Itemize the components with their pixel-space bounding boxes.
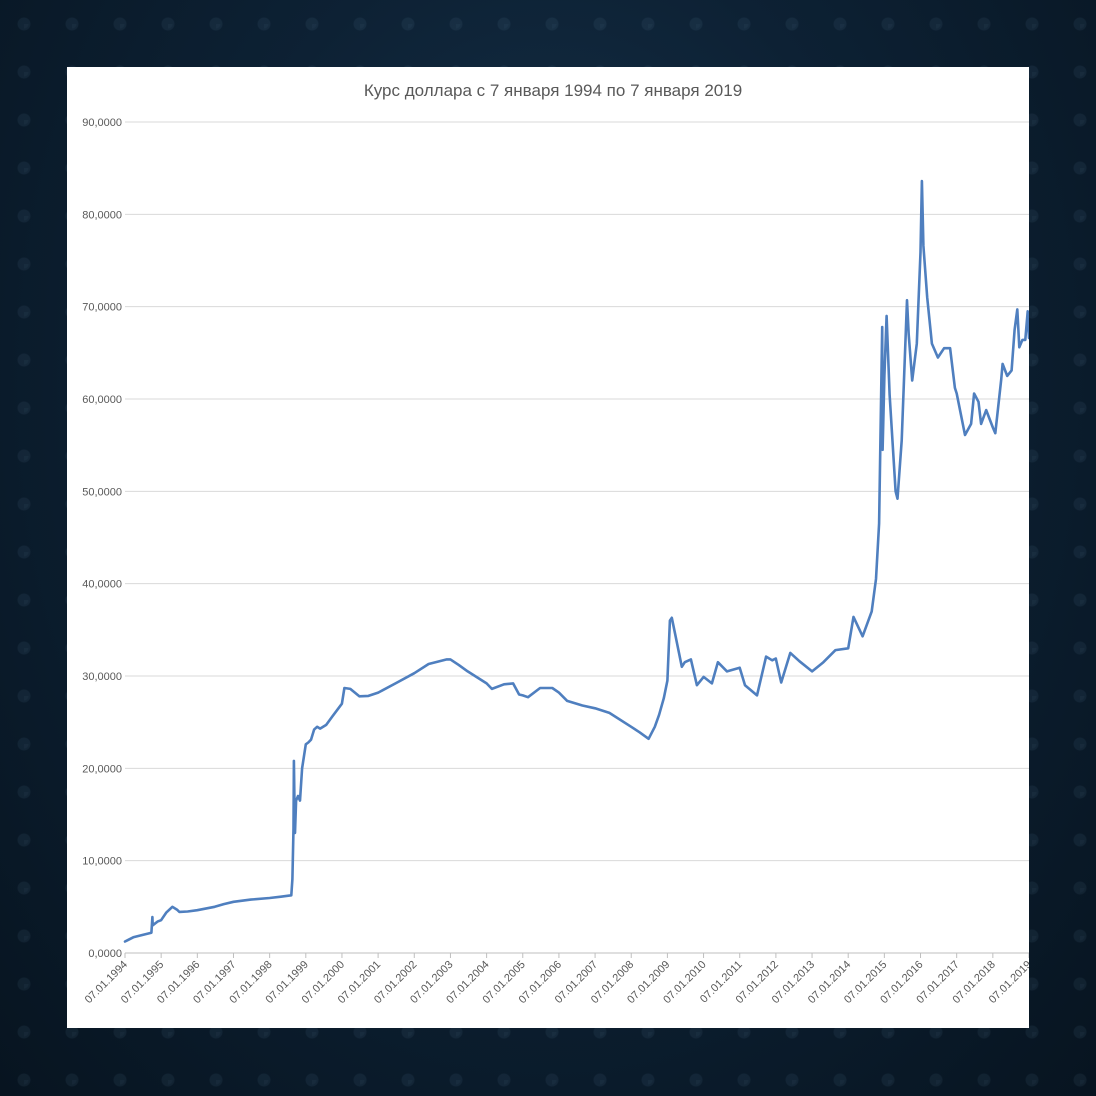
y-tick-label: 50,0000 bbox=[82, 486, 122, 498]
y-tick-label: 70,0000 bbox=[82, 302, 122, 314]
chart-panel: Курс доллара с 7 января 1994 по 7 января… bbox=[67, 67, 1029, 1028]
y-tick-label: 40,0000 bbox=[82, 579, 122, 591]
y-axis: 0,0000 10,0000 20,0000 30,0000 40,0000 50,000… bbox=[82, 117, 122, 960]
x-axis: 07.01.199407.01.199507.01.199607.01.1997… bbox=[83, 953, 1029, 1006]
y-tick-label: 0,0000 bbox=[88, 948, 122, 960]
series-line bbox=[123, 179, 1029, 943]
line-chart: Курс доллара с 7 января 1994 по 7 января… bbox=[82, 81, 1029, 1006]
y-tick-label: 60,0000 bbox=[82, 394, 122, 406]
gridlines bbox=[125, 121, 1029, 954]
y-tick-label: 80,0000 bbox=[82, 209, 122, 221]
y-tick-label: 30,0000 bbox=[82, 671, 122, 683]
series-layer bbox=[123, 179, 1029, 943]
chart-title: Курс доллара с 7 января 1994 по 7 января… bbox=[364, 81, 742, 100]
y-tick-label: 10,0000 bbox=[82, 856, 122, 868]
y-tick-label: 20,0000 bbox=[82, 763, 122, 775]
y-tick-label: 90,0000 bbox=[82, 117, 122, 129]
